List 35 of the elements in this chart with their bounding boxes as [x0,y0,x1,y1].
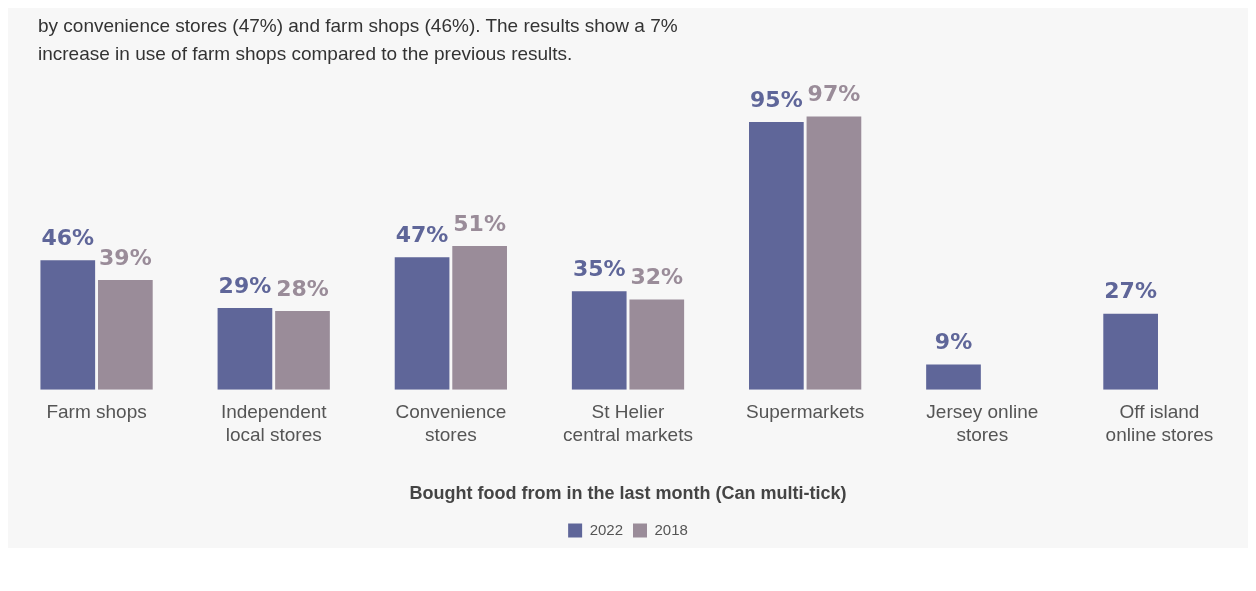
bar [1103,313,1158,390]
text: by convenience stores (47%) and farm shops (46%). The results show a 7% increase in use of farm shops compared to the previous results. [37,14,679,66]
data-label: 32% [630,264,684,290]
bar [40,260,96,390]
data-label: 46% [41,224,95,250]
x-tick-label: Jersey online stores [926,401,1039,446]
x-axis-title: Bought food from in the last month (Can multi-tick) [409,483,847,504]
data-label: 35% [572,255,626,281]
data-label: 51% [453,210,506,236]
data-label: 39% [99,244,152,270]
bar [452,246,507,390]
data-label: 9% [934,329,973,355]
legend-label: 2018 [654,520,688,538]
data-label: 97% [807,81,861,107]
x-tick-label: Supermarkets [746,401,865,423]
bar [571,291,627,390]
bar [749,122,804,390]
x-tick-label: Convenience stores [395,401,507,446]
data-label: 29% [218,272,272,298]
data-label: 47% [395,222,449,248]
bar [98,279,153,390]
bar [217,308,273,390]
data-label: 27% [1104,278,1157,304]
bar [629,299,685,390]
legend-label: 2022 [589,520,624,538]
x-tick-label: Farm shops [46,401,147,423]
data-label: 28% [276,275,329,301]
x-tick-label: Off island online stores [1105,401,1214,446]
bar [806,116,862,390]
bar [394,257,450,390]
x-tick-label: Independent local stores [220,401,328,446]
data-label: 95% [750,86,803,112]
x-tick-label: St Helier central markets [563,401,693,446]
bar [926,364,981,390]
bar [275,310,330,390]
